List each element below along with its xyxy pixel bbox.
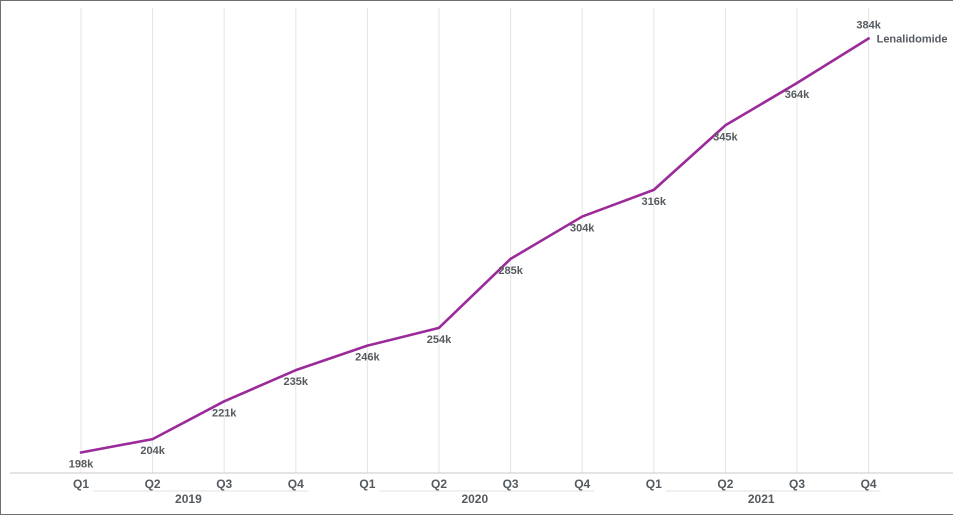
x-tick-label: Q4 [288, 477, 304, 491]
data-point [509, 257, 512, 261]
data-point [366, 344, 369, 347]
grid-lines [80, 8, 870, 473]
data-label: 285k [498, 265, 523, 277]
x-tick-label: Q2 [717, 477, 733, 491]
data-label: 316k [642, 196, 667, 208]
data-point [437, 326, 441, 330]
year-label-2021: 2021 [748, 492, 775, 506]
x-tick-label: Q1 [73, 477, 89, 491]
data-point [652, 188, 655, 192]
series-layer [79, 37, 870, 454]
data-point [724, 124, 727, 127]
data-label: 221k [212, 407, 237, 419]
data-point [867, 37, 870, 40]
x-tick-label: Q4 [574, 477, 590, 491]
data-label: 254k [427, 334, 452, 346]
data-point [795, 81, 799, 85]
data-labels: 198k 204k 221k 235k 246k 254k 285k 304k 316k 345k… [69, 20, 948, 471]
data-label: 204k [140, 445, 165, 457]
data-label: 235k [284, 376, 309, 388]
data-label: 304k [570, 223, 595, 235]
x-tick-label: Q2 [431, 477, 447, 491]
x-tick-label: Q4 [861, 477, 877, 491]
x-tick-label: Q3 [503, 477, 519, 491]
data-label: 384k [856, 20, 881, 32]
data-label: 246k [355, 352, 380, 364]
data-label: 198k [69, 459, 94, 471]
data-point [294, 368, 297, 372]
data-point [79, 451, 83, 454]
data-point [581, 215, 584, 218]
x-tick-label: Q3 [789, 477, 805, 491]
series-name-label: Lenalidomide [877, 34, 948, 46]
data-label: 345k [713, 131, 738, 143]
x-tick-label: Q3 [216, 477, 232, 491]
data-point [151, 437, 154, 441]
x-axis-years: 2019 2020 2021 [93, 490, 881, 506]
x-axis-ticks: Q1 Q2 Q3 Q4 Q1 Q2 Q3 Q4 Q1 Q2 Q3 Q4 [73, 477, 877, 491]
year-label-2019: 2019 [175, 492, 202, 506]
year-label-2020: 2020 [461, 492, 488, 506]
data-point [223, 400, 226, 403]
x-tick-label: Q1 [646, 477, 662, 491]
x-tick-label: Q1 [359, 477, 375, 491]
data-label: 364k [785, 89, 810, 101]
series-line-lenalidomide [79, 37, 870, 454]
x-tick-label: Q2 [145, 477, 161, 491]
